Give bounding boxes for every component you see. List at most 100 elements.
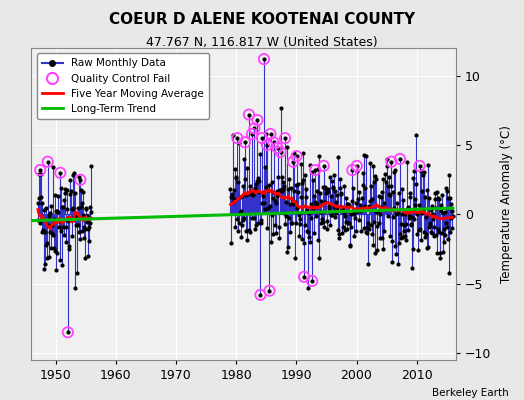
Point	[407, 222, 416, 228]
Point	[44, 222, 52, 228]
Point	[87, 209, 95, 216]
Point	[275, 187, 283, 194]
Point	[84, 252, 92, 259]
Point	[342, 219, 351, 226]
Point	[66, 191, 74, 197]
Point	[365, 202, 374, 209]
Point	[416, 237, 424, 243]
Point	[355, 189, 363, 196]
Point	[305, 162, 314, 168]
Point	[287, 184, 295, 191]
Point	[248, 215, 257, 222]
Point	[62, 224, 71, 230]
Point	[35, 170, 43, 177]
Point	[343, 200, 352, 207]
Point	[58, 262, 67, 268]
Point	[227, 240, 236, 246]
Point	[43, 158, 52, 165]
Point	[339, 206, 347, 212]
Point	[348, 184, 357, 191]
Point	[364, 220, 373, 227]
Point	[392, 200, 401, 206]
Point	[241, 139, 249, 146]
Point	[52, 250, 61, 256]
Point	[48, 222, 57, 228]
Point	[42, 205, 50, 212]
Point	[366, 198, 374, 204]
Point	[311, 167, 319, 173]
Point	[294, 232, 303, 239]
Point	[296, 216, 304, 222]
Point	[257, 220, 266, 226]
Point	[256, 292, 265, 298]
Point	[353, 163, 361, 169]
Text: Berkeley Earth: Berkeley Earth	[432, 388, 508, 398]
Point	[336, 185, 344, 192]
Point	[75, 228, 83, 235]
Point	[246, 183, 255, 190]
Point	[322, 226, 331, 232]
Point	[417, 168, 425, 174]
Point	[346, 242, 354, 248]
Point	[369, 163, 378, 169]
Point	[310, 199, 319, 205]
Point	[399, 234, 407, 240]
Point	[362, 153, 370, 160]
Point	[411, 202, 420, 208]
Point	[62, 239, 70, 245]
Point	[417, 188, 425, 194]
Point	[86, 204, 94, 210]
Point	[430, 190, 439, 196]
Point	[445, 270, 453, 276]
Point	[73, 270, 82, 277]
Point	[331, 188, 339, 194]
Point	[347, 211, 355, 217]
Point	[428, 230, 436, 236]
Point	[380, 228, 389, 234]
Point	[85, 238, 94, 244]
Point	[253, 117, 261, 123]
Point	[38, 200, 47, 206]
Point	[372, 176, 380, 182]
Point	[444, 194, 452, 201]
Point	[79, 212, 87, 218]
Point	[363, 230, 371, 236]
Point	[43, 254, 51, 261]
Point	[340, 210, 348, 216]
Point	[291, 220, 300, 226]
Point	[262, 131, 270, 137]
Point	[354, 196, 363, 202]
Point	[56, 170, 64, 176]
Point	[436, 208, 445, 214]
Point	[347, 198, 356, 204]
Point	[51, 192, 59, 198]
Point	[316, 197, 325, 204]
Point	[441, 220, 450, 226]
Point	[251, 185, 259, 191]
Point	[264, 205, 272, 211]
Point	[280, 220, 289, 227]
Point	[329, 184, 337, 191]
Point	[278, 174, 286, 180]
Point	[406, 190, 414, 196]
Point	[41, 241, 50, 248]
Point	[234, 179, 243, 186]
Point	[374, 208, 382, 214]
Point	[311, 202, 320, 208]
Point	[300, 171, 309, 178]
Point	[68, 233, 77, 240]
Point	[357, 228, 366, 234]
Point	[449, 213, 457, 219]
Point	[403, 158, 411, 165]
Point	[413, 211, 421, 218]
Point	[400, 228, 409, 234]
Point	[416, 163, 424, 169]
Point	[435, 229, 443, 236]
Point	[292, 181, 300, 188]
Point	[351, 215, 359, 222]
Point	[275, 235, 283, 241]
Point	[252, 180, 260, 187]
Point	[60, 232, 68, 238]
Point	[289, 150, 298, 156]
Point	[290, 188, 298, 194]
